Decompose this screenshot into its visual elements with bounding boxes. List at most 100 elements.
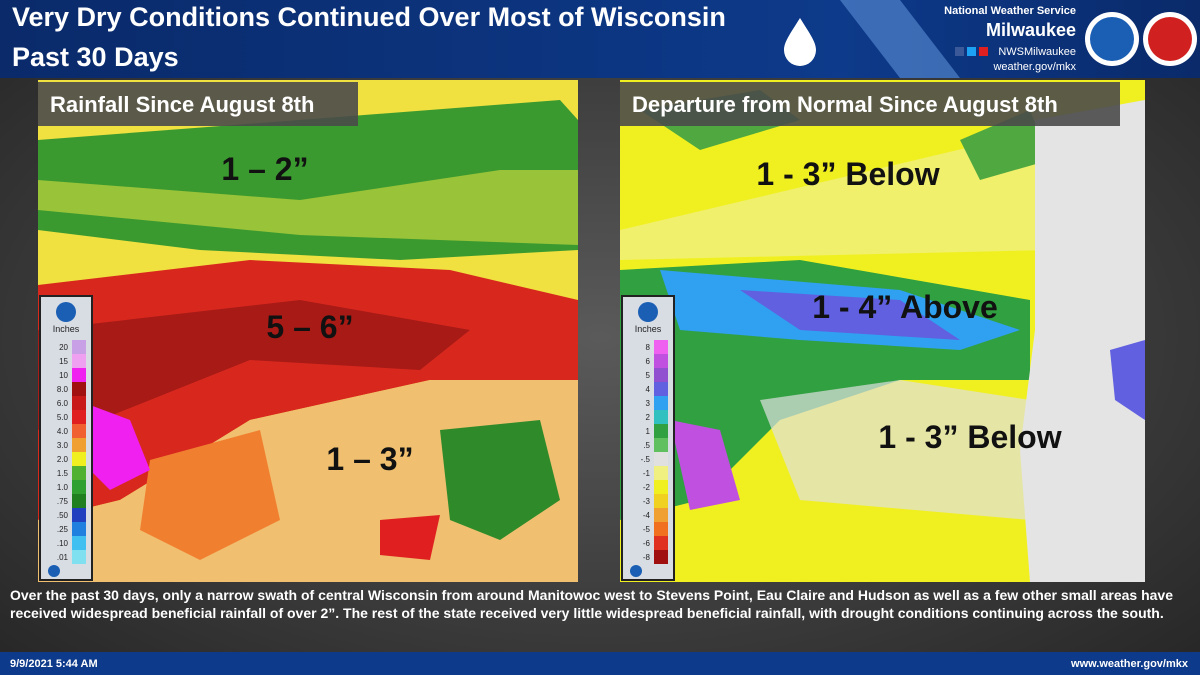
legend-label: .5 bbox=[643, 441, 650, 450]
legend-label: -2 bbox=[643, 483, 651, 492]
map-annotation: 5 – 6” bbox=[266, 309, 353, 345]
legend-swatch bbox=[654, 368, 668, 382]
legend-label: -8 bbox=[643, 553, 651, 562]
legend-label: -4 bbox=[643, 511, 651, 520]
social: NWSMilwaukee bbox=[998, 46, 1076, 58]
map-annotation: 1 - 3” Below bbox=[878, 419, 1061, 455]
map-annotation: 1 - 4” Above bbox=[812, 289, 998, 325]
departure-map bbox=[620, 80, 1145, 582]
map-annotation: 1 - 3” Below bbox=[756, 156, 939, 192]
legend-swatch bbox=[654, 438, 668, 452]
panels: Rainfall Since August 8th 1 – 2” 5 – 6” 1 –… bbox=[38, 82, 1120, 581]
legend-label: -3 bbox=[643, 497, 651, 506]
legend-swatch bbox=[72, 536, 86, 550]
legend-swatch bbox=[72, 508, 86, 522]
legend-label: 3 bbox=[646, 399, 651, 408]
legend-label: .50 bbox=[57, 511, 69, 520]
header-stripe bbox=[840, 0, 960, 78]
footer-bar bbox=[0, 652, 1200, 675]
legend-swatch bbox=[654, 396, 668, 410]
legend-label: 6 bbox=[646, 357, 651, 366]
legend-swatch bbox=[72, 382, 86, 396]
legend-swatch bbox=[654, 354, 668, 368]
legend-swatch bbox=[654, 452, 668, 466]
caption: Over the past 30 days, only a narrow swa… bbox=[10, 587, 1173, 621]
legend-swatch bbox=[654, 536, 668, 550]
header-bar bbox=[0, 0, 1200, 78]
rainfall-map bbox=[38, 80, 578, 582]
legend-swatch bbox=[72, 438, 86, 452]
social-icon bbox=[967, 47, 976, 56]
legend-label: 2 bbox=[646, 413, 651, 422]
legend-unit: Inches bbox=[53, 324, 80, 334]
legend-swatch bbox=[72, 522, 86, 536]
legend-swatch bbox=[72, 452, 86, 466]
drop-icon bbox=[784, 18, 816, 66]
legend-label: 2.0 bbox=[57, 455, 69, 464]
legend-swatch bbox=[72, 410, 86, 424]
legend-swatch bbox=[654, 424, 668, 438]
legend-label: 4.0 bbox=[57, 427, 69, 436]
legend-label: 1.5 bbox=[57, 469, 69, 478]
title-line: Very Dry Conditions Continued Over Most … bbox=[12, 2, 726, 32]
map-annotation: 1 – 2” bbox=[221, 151, 308, 187]
legend-swatch bbox=[654, 480, 668, 494]
social-icon bbox=[955, 47, 964, 56]
legend-label: -5 bbox=[643, 525, 651, 534]
web: weather.gov/mkx bbox=[992, 61, 1076, 73]
legend-swatch bbox=[72, 550, 86, 564]
legend-swatch bbox=[654, 382, 668, 396]
legend-label: 8.0 bbox=[57, 385, 69, 394]
timestamp: 9/9/2021 5:44 AM bbox=[10, 658, 98, 670]
legend-logo bbox=[56, 302, 76, 322]
legend-label: -.5 bbox=[641, 455, 651, 464]
legend-swatch bbox=[654, 494, 668, 508]
legend-label: 1.0 bbox=[57, 483, 69, 492]
footer-url: www.weather.gov/mkx bbox=[1070, 658, 1189, 670]
legend-label: .75 bbox=[57, 497, 69, 506]
legend-help bbox=[48, 565, 60, 577]
legend-swatch bbox=[654, 550, 668, 564]
noaa-logo bbox=[1090, 17, 1134, 61]
legend-label: 10 bbox=[59, 371, 68, 380]
legend-label: 3.0 bbox=[57, 441, 69, 450]
legend-swatch bbox=[72, 480, 86, 494]
panel-title: Departure from Normal Since August 8th bbox=[632, 92, 1058, 117]
legend-label: 15 bbox=[59, 357, 68, 366]
legend-label: 5 bbox=[646, 371, 651, 380]
legend-label: 4 bbox=[646, 385, 651, 394]
legend-swatch bbox=[72, 466, 86, 480]
legend-swatch bbox=[654, 340, 668, 354]
panel-title-bg bbox=[620, 82, 1120, 126]
legend-label: 8 bbox=[646, 343, 651, 352]
legend-label: 6.0 bbox=[57, 399, 69, 408]
legend-label: -6 bbox=[643, 539, 651, 548]
legend-swatch bbox=[654, 410, 668, 424]
social-icon bbox=[979, 47, 988, 56]
legend-swatch bbox=[72, 354, 86, 368]
legend-unit: Inches bbox=[635, 324, 662, 334]
legend-swatch bbox=[72, 340, 86, 354]
legend-label: -1 bbox=[643, 469, 651, 478]
map-annotation: 1 – 3” bbox=[326, 441, 413, 477]
legend-label: 1 bbox=[646, 427, 651, 436]
legend-logo bbox=[638, 302, 658, 322]
legend-swatch bbox=[72, 396, 86, 410]
legend-swatch bbox=[654, 508, 668, 522]
panel-title-bg bbox=[38, 82, 358, 126]
legend-swatch bbox=[72, 368, 86, 382]
legend-label: 20 bbox=[59, 343, 68, 352]
legend-help bbox=[630, 565, 642, 577]
legend-swatch bbox=[654, 466, 668, 480]
legend-label: .01 bbox=[57, 553, 69, 562]
legend-label: .25 bbox=[57, 525, 69, 534]
panel-title: Rainfall Since August 8th bbox=[50, 92, 314, 117]
legend-label: .10 bbox=[57, 539, 69, 548]
office: National Weather Service bbox=[944, 5, 1076, 17]
city: Milwaukee bbox=[986, 20, 1076, 40]
legend-swatch bbox=[72, 424, 86, 438]
legend-swatch bbox=[654, 522, 668, 536]
title-line: Past 30 Days bbox=[12, 42, 179, 72]
